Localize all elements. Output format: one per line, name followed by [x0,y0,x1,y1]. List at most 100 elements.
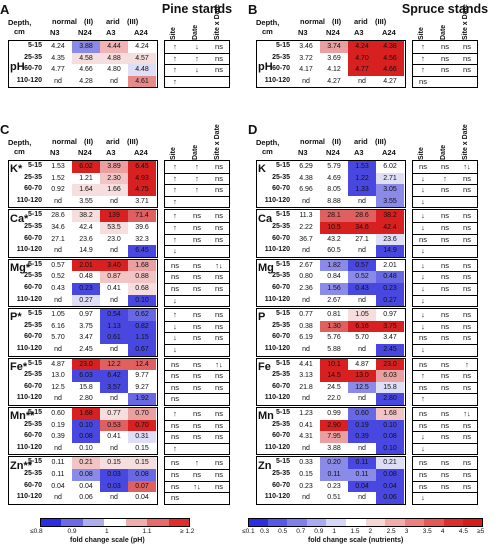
sig-cell-D-4-2-1: ns [441,382,449,392]
value-cell-C-3-2-0: 5.70 [44,332,72,344]
nutrient-scale-swatch-6 [365,518,386,527]
nutrient-scale-tick-12: 4.5 [458,528,468,535]
value-cell-D-3-1-1: 1.30 [320,320,348,333]
value-cell-D-5-2-3: 0.08 [376,431,404,443]
value-cell-D-6-0-1: 0.20 [320,457,348,469]
sig-cell-C-3-1-2: ns [215,321,223,331]
value-cell-D-6-3-2: nd [348,492,376,504]
sig-row-line-C-6-1 [164,480,230,482]
value-cell-C-3-2-2: 0.61 [100,332,128,344]
sig-cell-C-3-2-1: ns [193,333,201,343]
value-cell-D-3-2-3: 3.47 [376,332,404,344]
sig-cell-C-0-2-1: ↑ [195,185,199,195]
value-cell-A-0-0-0: 4.24 [44,41,72,53]
value-cell-B-0-1-0: 3.72 [292,52,320,65]
ph-scale-swatch-4 [125,518,148,527]
depth-label-D-3-3: 110-120 [264,345,290,352]
sig-cell-D-6-2-2: ns [463,481,471,491]
value-cell-D-4-2-0: 21.8 [292,381,320,394]
sig-row-line-D-0-0 [412,172,478,174]
nutrient-scale-tick-9: 3 [404,528,409,535]
value-cell-D-6-0-2: 0.11 [348,457,376,469]
sig-box-D-3 [412,308,478,357]
value-box-D-4 [292,357,404,406]
value-cell-C-0-3-0: nd [44,195,72,208]
value-cell-C-4-3-2: nd [100,393,128,405]
value-cell-B-0-3-3: 4.27 [376,75,404,88]
value-cell-D-2-0-3: 2.01 [376,259,404,272]
depth-label-C-5-2: 60-70 [24,432,42,440]
value-cell-D-6-1-1: 0.11 [320,469,348,481]
sig-row-line-A-0-2 [164,75,230,77]
param-label-D-2: Mg [258,262,274,274]
value-cell-C-3-0-2: 0.54 [100,309,128,321]
value-cell-C-6-0-2: 0.15 [100,457,128,469]
sig-cell-D-3-3-0: ↓ [421,345,425,354]
normal-code-B: (II) [332,17,342,26]
value-cell-C-5-1-2: 0.53 [100,419,128,432]
value-cell-B-0-0-2: 4.24 [348,41,376,53]
sig-row-line-D-1-1 [412,233,478,235]
sig-cell-B-0-2-2: ns [463,65,471,75]
value-cell-D-1-3-3: 14.9 [376,245,404,257]
value-cell-C-5-1-0: 0.19 [44,419,72,432]
sig-cell-D-3-2-1: ns [441,333,449,343]
sig-row-line-D-5-1 [412,431,478,433]
value-cell-C-3-3-0: nd [44,344,72,356]
nutrient-scale-tick-6: 1.5 [350,528,360,535]
value-cell-C-3-3-2: nd [100,344,128,356]
sig-cell-D-2-2-1: ns [441,284,449,293]
sig-cell-D-6-1-1: ns [441,470,449,479]
sig-row-line-D-0-1 [412,184,478,186]
value-cell-B-0-0-1: 3.74 [320,41,348,53]
value-cell-D-6-2-2: 0.04 [348,480,376,493]
sig-row-line-D-4-2 [412,393,478,395]
sig-cell-D-1-1-0: ↓ [421,223,425,232]
value-cell-B-0-0-3: 4.38 [376,41,404,53]
nutrient-scale-tick-0: ≤0.1 [242,528,255,535]
sig-cell-C-2-3-0: ↓ [173,295,177,305]
value-cell-D-4-1-0: 3.13 [292,370,320,382]
cm-header-B: cm [262,27,273,36]
value-cell-D-5-3-2: nd [348,442,376,455]
sig-box-D-4 [412,357,478,406]
value-cell-C-4-0-1: 23.0 [72,358,100,371]
sig-header-C-2: Site x Date [214,124,221,160]
value-cell-D-2-3-3: 0.27 [376,294,404,307]
value-cell-C-1-1-3: 39.6 [128,222,156,234]
value-cell-C-3-0-3: 0.62 [128,309,156,321]
value-cell-B-0-0-0: 3.46 [292,41,320,53]
sig-cell-C-4-1-0: ns [171,371,179,381]
sig-cell-C-4-3-2 [208,393,230,405]
nutrient-scale-swatch-2 [287,518,307,527]
nutrient-scale-tick-1: 0.3 [260,528,270,535]
depth-header-C: Depth, [8,138,32,147]
value-cell-A-0-2-2: 4.80 [100,64,128,76]
value-cell-C-5-3-3: 0.15 [128,442,156,455]
value-cell-C-6-3-1: 0.06 [72,492,100,504]
column-header-C-3: A24 [134,148,148,157]
value-cell-C-4-2-0: 12.5 [44,381,72,394]
sig-cell-D-0-0-2: ↑↓ [463,162,471,171]
sig-cell-C-5-2-2: ns [215,432,223,442]
column-header-B-2: A3 [354,28,364,37]
sig-cell-B-0-2-0: ↑ [421,65,425,75]
sig-cell-B-0-3-0: ns [419,76,427,86]
panel-title-A: Pine stands [161,2,233,16]
value-cell-D-2-1-1: 0.84 [320,271,348,283]
value-cell-C-2-0-2: 3.40 [100,259,128,272]
sig-cell-D-5-1-1: ns [441,420,449,430]
sig-cell-C-3-3-2 [208,344,230,356]
value-cell-D-6-2-1: 0.23 [320,480,348,493]
sig-cell-C-0-3-1 [186,196,208,208]
value-box-D-2 [292,258,404,308]
sig-row-line-C-0-2 [164,195,230,197]
depth-label-D-4-3: 110-120 [264,394,290,402]
ph-scale-tick-0: ≤0.8 [30,528,43,535]
sig-cell-D-0-2-1: ns [441,185,449,195]
sig-row-line-C-2-2 [164,294,230,296]
value-cell-B-0-3-0: nd [292,75,320,88]
nutrient-scale-frame [248,518,483,527]
sig-row-line-D-1-0 [412,222,478,223]
sig-row-line-D-3-1 [412,332,478,334]
